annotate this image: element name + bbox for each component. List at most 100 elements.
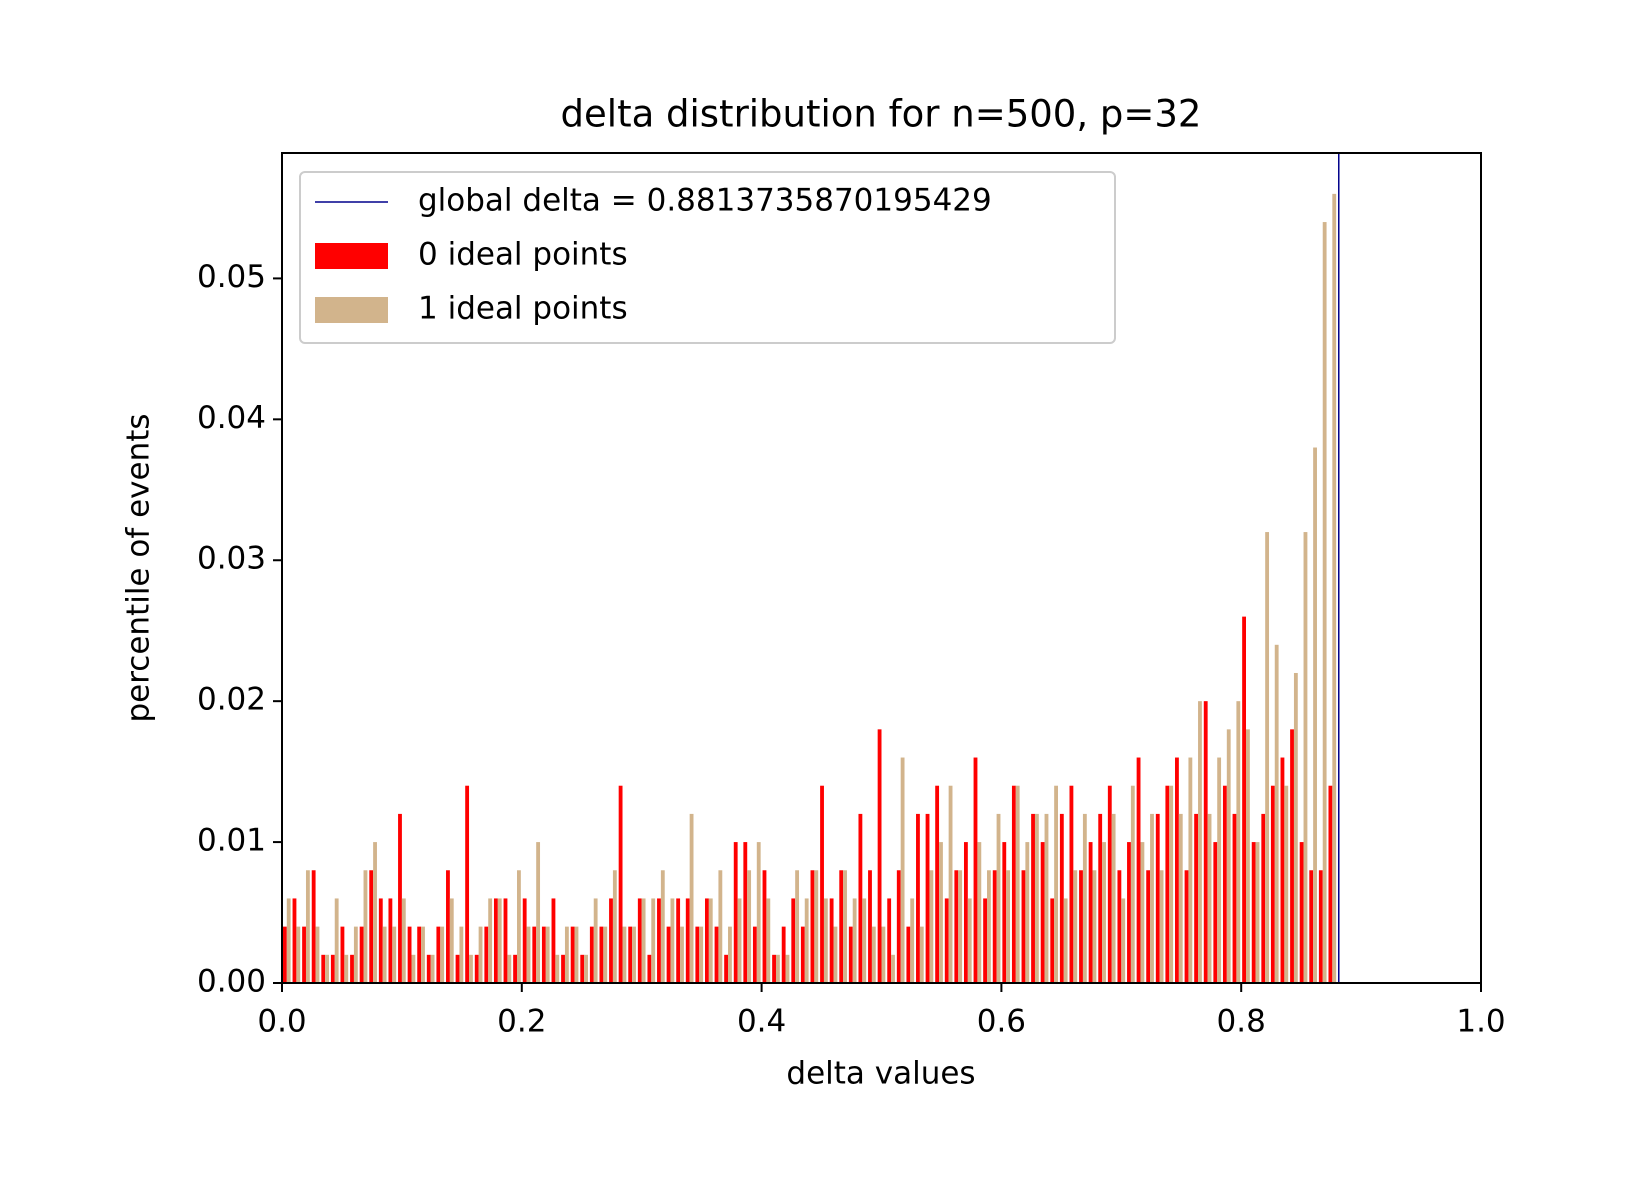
bar	[1079, 870, 1083, 983]
bar	[1293, 672, 1298, 983]
bar	[1198, 701, 1202, 983]
y-tick-label: 0.02	[197, 682, 266, 718]
bar	[1332, 193, 1337, 984]
bar	[1098, 813, 1103, 983]
bar	[1232, 813, 1237, 983]
bar	[1290, 729, 1294, 983]
bar	[545, 926, 550, 983]
bar	[967, 898, 972, 983]
bar	[1213, 842, 1218, 983]
bar	[1242, 616, 1246, 983]
y-axis-label: percentile of events	[121, 413, 157, 722]
bar	[676, 898, 681, 983]
bar	[474, 954, 479, 983]
bar	[392, 926, 397, 983]
bar	[599, 926, 604, 983]
bar	[823, 898, 828, 983]
bar	[785, 954, 790, 983]
bar	[1136, 757, 1141, 983]
bar	[718, 870, 723, 983]
legend-label: global delta = 0.8813735870195429	[418, 183, 992, 219]
bar	[363, 870, 368, 983]
bar	[541, 926, 546, 983]
bar	[1117, 870, 1122, 983]
bar	[958, 870, 963, 983]
bar	[1318, 870, 1323, 983]
bar	[1073, 870, 1078, 983]
x-tick-label: 0.6	[977, 1004, 1026, 1040]
bar	[1034, 813, 1039, 983]
bar	[756, 842, 761, 983]
chart-title: delta distribution for n=500, p=32	[561, 93, 1202, 136]
bar	[311, 870, 316, 983]
bar	[359, 926, 364, 983]
bar	[641, 898, 646, 983]
bar	[561, 954, 565, 983]
bar	[963, 842, 968, 983]
bar	[440, 926, 445, 983]
bar	[833, 926, 838, 983]
bar	[1207, 813, 1212, 983]
bar	[526, 926, 531, 983]
bar	[939, 842, 943, 983]
bar	[589, 926, 594, 983]
bar	[536, 842, 541, 983]
bar	[580, 954, 585, 983]
bar	[651, 898, 656, 983]
bar	[411, 954, 416, 983]
bar	[714, 926, 719, 983]
bar	[1102, 842, 1106, 983]
bar	[925, 813, 930, 983]
bar	[800, 926, 805, 983]
bar	[522, 898, 527, 983]
bar	[814, 870, 819, 983]
bar	[699, 926, 704, 983]
bar	[1165, 785, 1170, 983]
bar	[743, 842, 748, 983]
bar	[1127, 842, 1131, 983]
bar	[733, 842, 738, 983]
bar	[1175, 757, 1179, 983]
bar	[1313, 447, 1317, 984]
bar	[637, 898, 642, 983]
bar	[660, 870, 665, 983]
bar	[747, 870, 752, 983]
bar	[1088, 842, 1093, 983]
bar	[1178, 813, 1183, 983]
bar	[618, 785, 623, 983]
bar	[666, 926, 671, 983]
bar	[775, 954, 780, 983]
bar	[292, 898, 297, 983]
bar	[1021, 870, 1026, 983]
bar	[296, 926, 301, 983]
plot-frame	[281, 152, 1482, 984]
legend-label: 0 ideal points	[418, 237, 628, 273]
bar	[421, 926, 425, 983]
bar	[325, 954, 330, 983]
bar	[887, 898, 892, 983]
bar	[1130, 785, 1135, 983]
bar	[1217, 757, 1222, 983]
bar	[791, 898, 796, 983]
bar	[1309, 870, 1314, 983]
bar	[488, 898, 493, 983]
bar	[465, 785, 470, 983]
bar	[772, 954, 776, 983]
bar	[1322, 222, 1327, 983]
bar	[728, 926, 732, 983]
x-axis-label: delta values	[786, 1056, 975, 1092]
bar	[1194, 813, 1199, 983]
bar	[373, 842, 377, 983]
bar	[388, 898, 393, 983]
bar	[871, 926, 876, 983]
bar	[858, 813, 863, 983]
bar	[1025, 842, 1030, 983]
bar	[436, 926, 441, 983]
bar	[446, 870, 450, 983]
bar	[493, 898, 498, 983]
bar	[1044, 813, 1049, 983]
bar	[695, 926, 700, 983]
bar	[459, 926, 464, 983]
bar	[1082, 813, 1087, 983]
